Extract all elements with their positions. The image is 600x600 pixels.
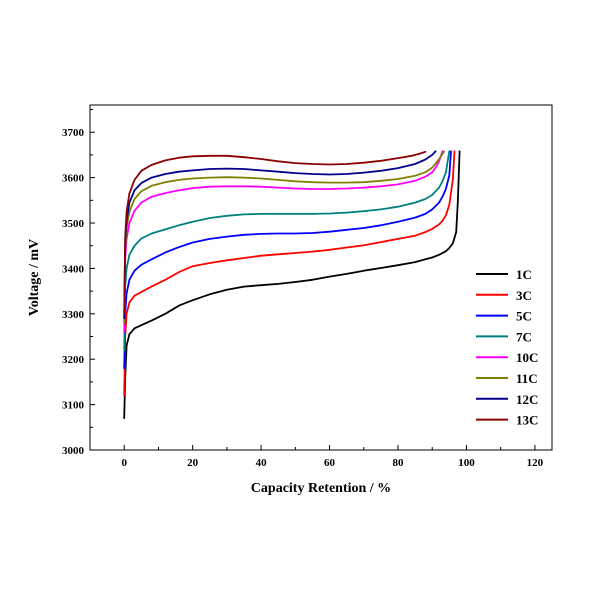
- legend-label-1C: 1C: [516, 267, 532, 282]
- y-tick-label: 3700: [62, 127, 85, 139]
- y-tick-label: 3400: [62, 263, 85, 275]
- y-tick-label: 3600: [62, 173, 85, 185]
- series-line-12C: [123, 150, 437, 320]
- legend-label-13C: 13C: [516, 413, 538, 428]
- y-tick-label: 3000: [62, 445, 85, 457]
- series-line-7C: [123, 150, 451, 351]
- series-line-3C: [123, 150, 456, 397]
- y-tick-label: 3500: [62, 218, 85, 230]
- legend-label-5C: 5C: [516, 309, 532, 324]
- series-line-11C: [123, 150, 446, 324]
- legend-label-11C: 11C: [516, 371, 538, 386]
- legend-label-7C: 7C: [516, 329, 532, 344]
- x-tick-label: 80: [393, 457, 405, 469]
- y-tick-label: 3100: [62, 400, 85, 412]
- series-line-13C: [123, 150, 427, 315]
- series-line-10C: [123, 150, 444, 333]
- ticks-layer: 0 20 40 60 80 100 120 3000 3100 3200 3300 3400 3500 3…: [62, 109, 544, 469]
- x-tick-label: 60: [324, 457, 336, 469]
- series-line-1C: [123, 150, 461, 420]
- series-line-5C: [123, 150, 452, 370]
- plot-frame: [89, 104, 553, 451]
- legend-label-10C: 10C: [516, 350, 538, 365]
- y-tick-label: 3300: [62, 309, 85, 321]
- y-tick-label: 3200: [62, 354, 85, 366]
- x-tick-label: 0: [121, 457, 127, 469]
- x-axis-title: Capacity Retention / %: [251, 481, 391, 496]
- x-tick-label: 120: [527, 457, 544, 469]
- x-tick-label: 20: [187, 457, 199, 469]
- y-axis-title: Voltage / mV: [27, 239, 42, 316]
- x-tick-label: 40: [256, 457, 268, 469]
- x-tick-label: 100: [458, 457, 475, 469]
- legend-label-12C: 12C: [516, 392, 538, 407]
- legend: 1C 3C 5C 7C 10C 11C 12C 13C: [476, 267, 538, 428]
- series-layer: [123, 150, 461, 420]
- legend-label-3C: 3C: [516, 288, 532, 303]
